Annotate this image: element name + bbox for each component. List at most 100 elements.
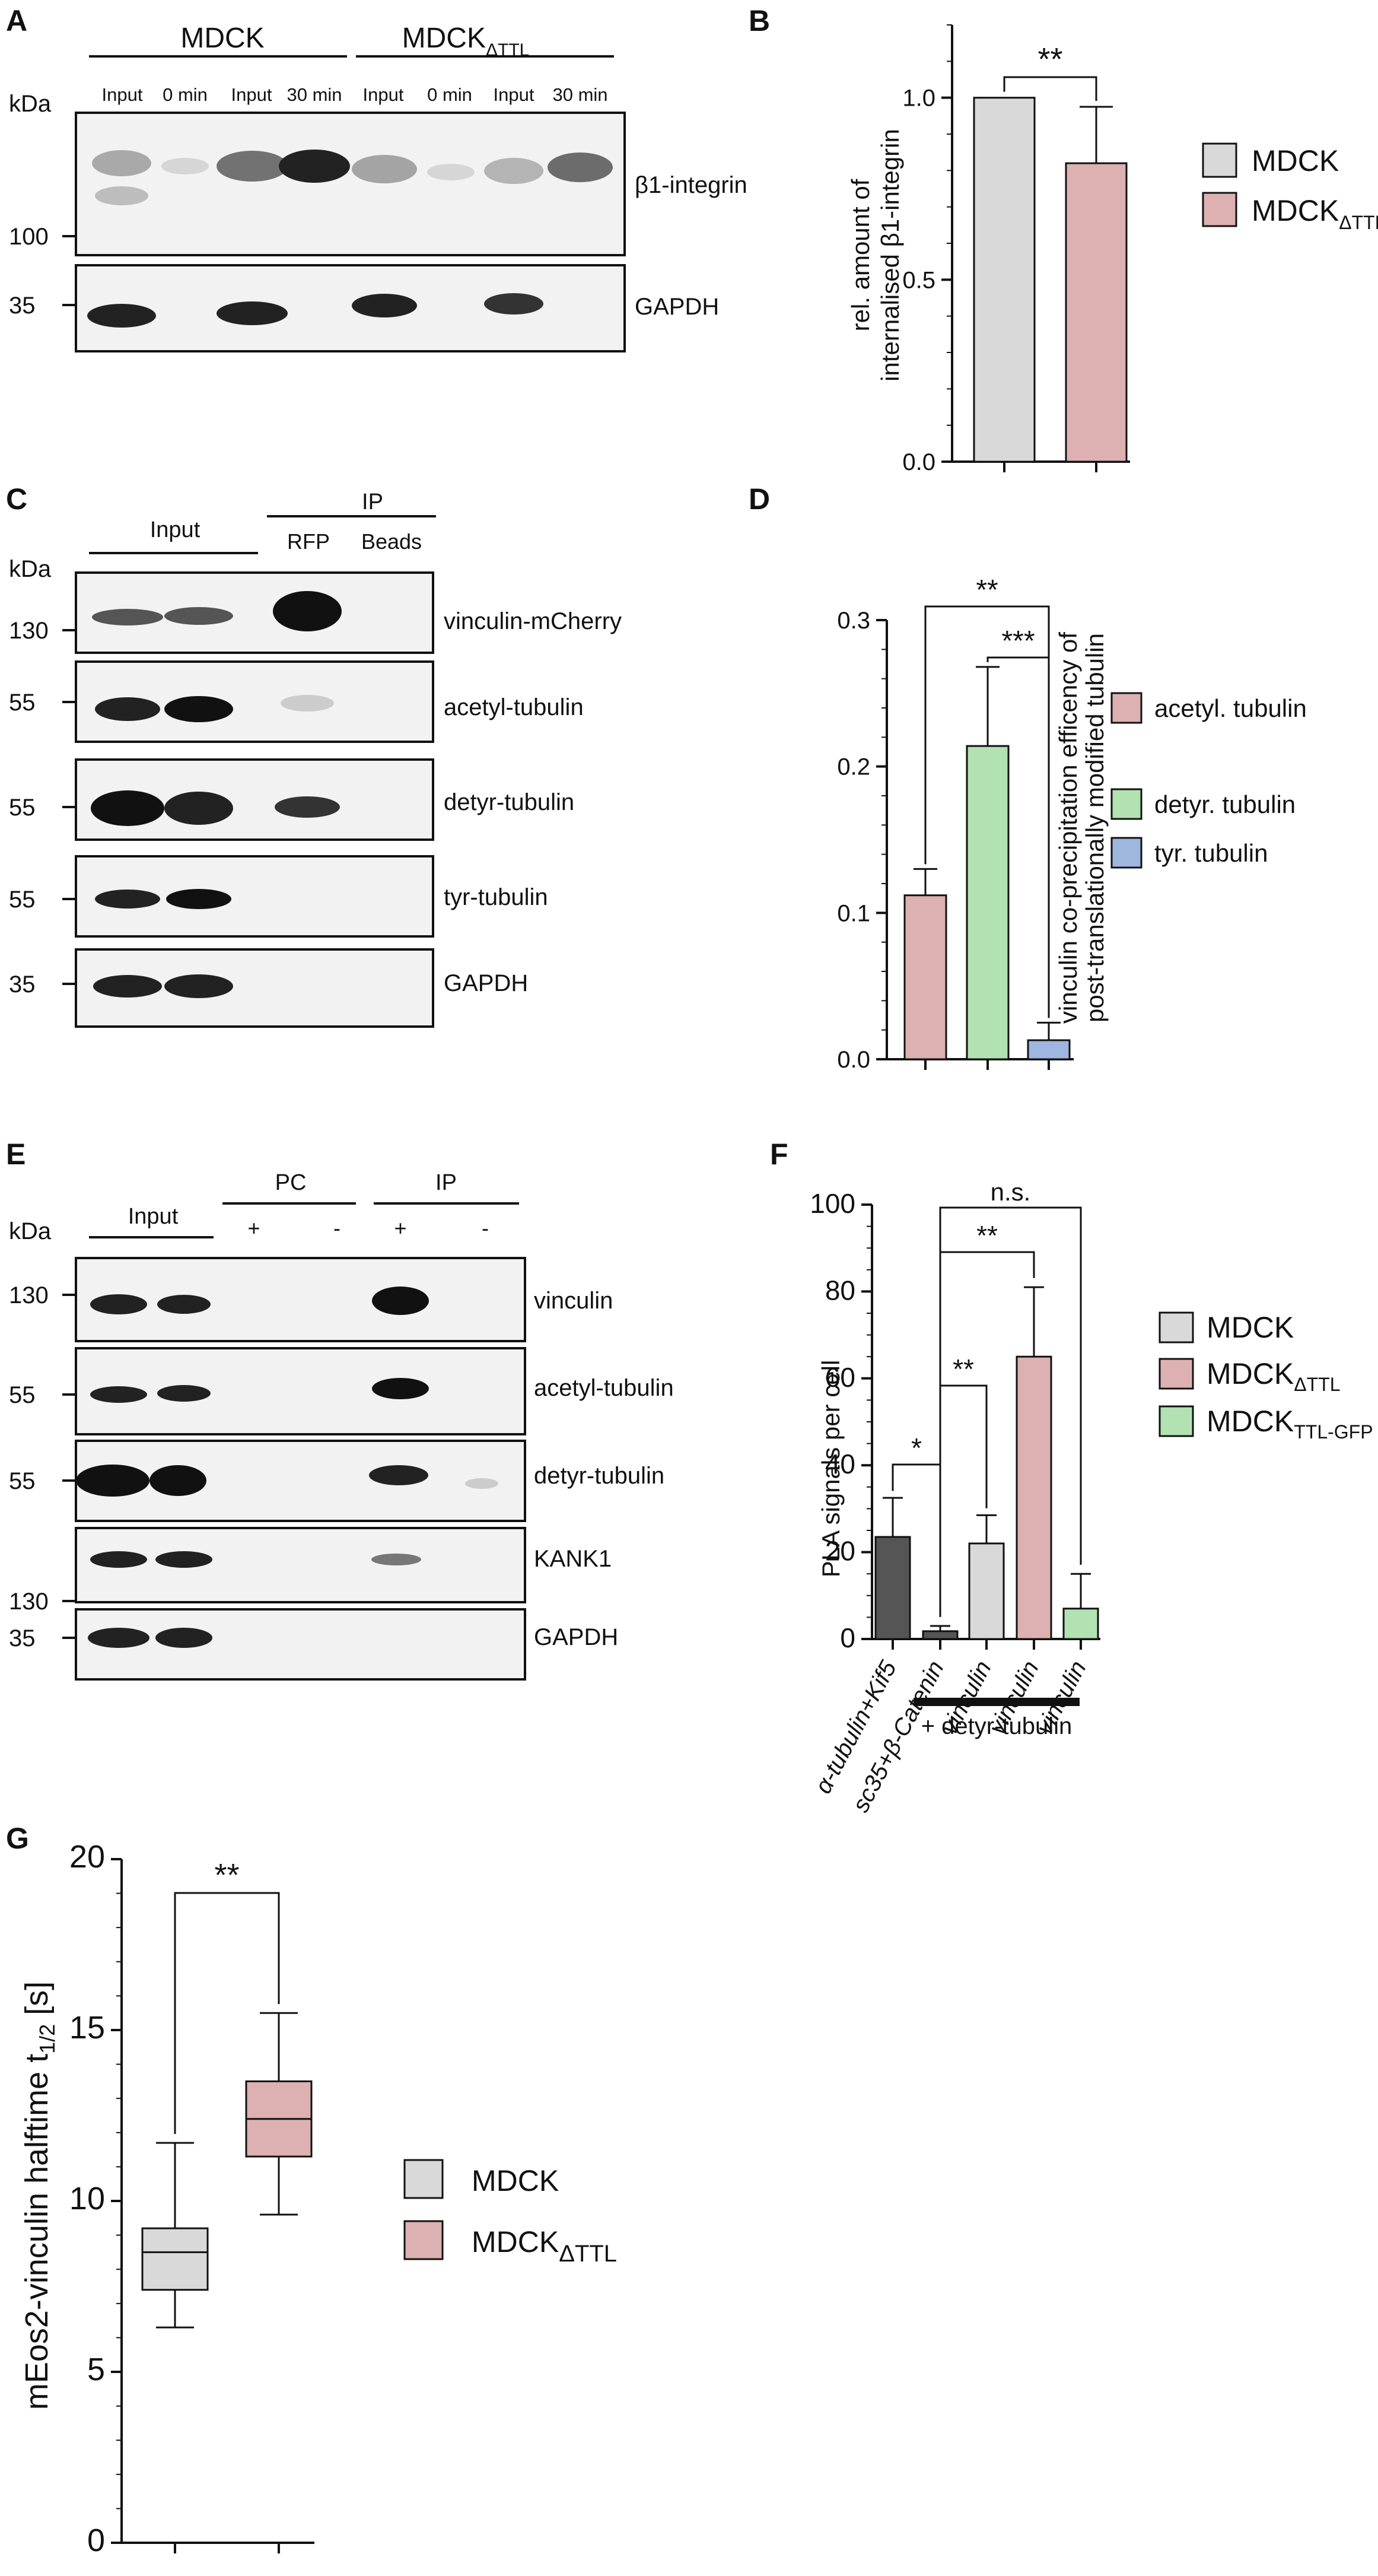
- band: [149, 1465, 206, 1496]
- y-tick-label: 60: [825, 1362, 855, 1393]
- significance-bracket: [986, 656, 1050, 1018]
- protein-label: β1-integrin: [635, 172, 747, 198]
- band: [372, 1287, 429, 1315]
- panel-c-letter: C: [6, 482, 27, 516]
- blot-gapdh: [75, 264, 626, 352]
- beads-label: Beads: [361, 529, 422, 554]
- band: [465, 1478, 498, 1489]
- band: [548, 153, 613, 182]
- protein-label: vinculin: [534, 1288, 613, 1314]
- lane-label: Input: [494, 84, 534, 105]
- band: [87, 304, 156, 328]
- band: [484, 293, 543, 315]
- bar: [1062, 1608, 1099, 1640]
- marker: 55: [9, 1382, 36, 1408]
- marker: 55: [9, 1468, 36, 1494]
- lane-label: 30 min: [287, 84, 342, 105]
- legend-swatch: [1110, 692, 1143, 724]
- panel-d-letter: D: [749, 482, 770, 516]
- y-tick-label: 0: [87, 2523, 105, 2558]
- ip-label: IP: [435, 1170, 457, 1195]
- input-label: Input: [150, 517, 201, 542]
- panel-g-axes: 0 5 10 15 20: [69, 1839, 314, 2558]
- legend-swatch: [403, 2220, 444, 2260]
- protein-label: detyr-tubulin: [534, 1463, 664, 1489]
- marker: 35: [9, 971, 36, 998]
- y-tick-label: 80: [825, 1275, 855, 1306]
- y-tick-label: 100: [810, 1188, 855, 1219]
- y-tick-label: 10: [69, 2181, 105, 2216]
- ip-label: IP: [362, 490, 383, 514]
- rfp-label: RFP: [287, 529, 330, 554]
- band: [76, 1465, 149, 1497]
- marker: 130: [9, 1589, 49, 1615]
- y-tick-label: 20: [825, 1536, 855, 1567]
- legend-swatch: [1110, 837, 1143, 869]
- significance-label: *: [911, 1432, 922, 1463]
- y-tick-label: 0.5: [902, 267, 935, 293]
- detyr-bracket-label: + detyr-tubulin: [921, 1713, 1073, 1739]
- panel-b-bars: **: [973, 42, 1128, 463]
- band: [484, 158, 543, 184]
- pc-label: PC: [275, 1170, 307, 1195]
- bar: [973, 97, 1036, 463]
- input-label: Input: [128, 1204, 179, 1229]
- panel-d: D vinculin co-precipitation efficency of…: [749, 482, 1307, 1073]
- legend-swatch: [1202, 192, 1237, 227]
- band: [92, 150, 151, 176]
- protein-label: detyr-tubulin: [444, 789, 574, 815]
- lane-label: 0 min: [163, 84, 208, 105]
- band: [164, 607, 233, 625]
- band: [369, 1465, 428, 1485]
- marker: 55: [9, 795, 36, 821]
- legend-swatch: [403, 2159, 444, 2199]
- band: [164, 974, 233, 998]
- marker: 130: [9, 618, 49, 644]
- ip-minus: -: [482, 1216, 489, 1240]
- y-axis-label-line1: rel. amount of: [846, 179, 874, 331]
- panel-a-letter: A: [6, 4, 27, 37]
- y-axis-label-line2: post-translationally modified tubulin: [1081, 633, 1109, 1022]
- box: [141, 2227, 209, 2291]
- band: [281, 695, 334, 712]
- band: [92, 609, 163, 625]
- bar: [903, 894, 947, 1060]
- marker-100: 100: [9, 224, 49, 250]
- panel-b-letter: B: [749, 4, 770, 37]
- band: [157, 1385, 211, 1402]
- band: [164, 792, 233, 825]
- bar: [1016, 1355, 1052, 1640]
- band: [90, 1294, 147, 1314]
- y-tick-label: 0.2: [837, 754, 870, 780]
- band: [88, 1628, 149, 1648]
- band: [161, 158, 209, 174]
- legend-swatch: [1202, 142, 1237, 178]
- band: [427, 164, 475, 180]
- band: [371, 1554, 421, 1565]
- y-tick-label: 0: [840, 1622, 855, 1653]
- group-label-mdck-dttl: MDCKΔTTL: [402, 23, 530, 60]
- protein-label: GAPDH: [534, 1624, 618, 1650]
- band: [352, 155, 417, 183]
- legend-label: tyr. tubulin: [1154, 839, 1268, 867]
- panel-f-bars: *****n.s.: [874, 1178, 1099, 1640]
- legend-label: MDCK: [1207, 1311, 1294, 1344]
- panel-f-letter: F: [770, 1138, 788, 1171]
- blot-acetyl-tubulin: [75, 1347, 526, 1435]
- band: [275, 796, 340, 818]
- significance-bracket: [939, 1206, 1082, 1617]
- y-tick-label: 0.3: [837, 608, 870, 634]
- y-tick-label: 40: [825, 1449, 855, 1479]
- legend-label: acetyl. tubulin: [1154, 694, 1307, 722]
- panel-e-letter: E: [6, 1138, 26, 1171]
- panel-d-legend: acetyl. tubulin detyr. tubulin tyr. tubu…: [1110, 692, 1307, 869]
- marker-35: 35: [9, 293, 36, 319]
- legend-label: MDCKTTL-GFP: [1207, 1405, 1373, 1443]
- panel-g: G mEos2-vinculin halftime t1/2 [s] 0 5 10 1…: [6, 1822, 617, 2558]
- protein-label: GAPDH: [635, 294, 719, 320]
- band: [95, 890, 160, 909]
- legend-swatch: [1159, 1358, 1194, 1390]
- significance-label: **: [953, 1354, 974, 1384]
- protein-label: GAPDH: [444, 970, 528, 996]
- protein-label: vinculin-mCherry: [444, 608, 622, 634]
